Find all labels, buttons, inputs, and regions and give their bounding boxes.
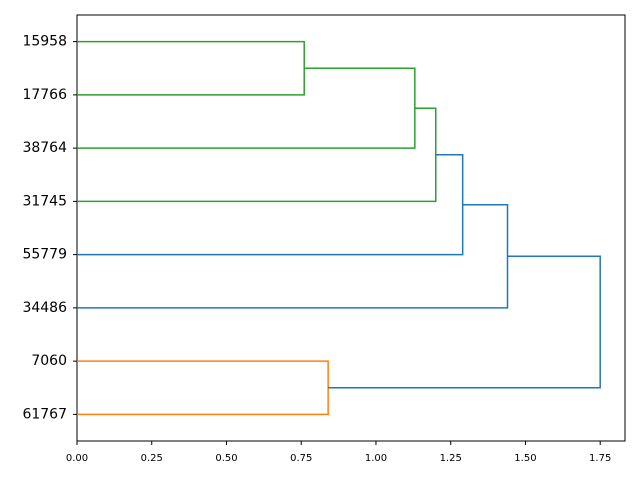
link — [77, 154, 464, 256]
link — [77, 67, 416, 149]
leaf-label: 31745 — [22, 193, 67, 209]
leaf-label: 15958 — [22, 34, 67, 50]
x-tick-label: 1.75 — [589, 453, 611, 464]
x-tick-label: 0.50 — [215, 453, 237, 464]
plot-frame — [76, 14, 626, 442]
leaf-label: 17766 — [22, 87, 67, 103]
leaf-label: 34486 — [22, 300, 67, 316]
x-tick-label: 0.75 — [290, 453, 312, 464]
x-tick-label: 1.25 — [440, 453, 462, 464]
leaf-label: 7060 — [31, 353, 67, 369]
x-tick-label: 0.25 — [141, 453, 163, 464]
x-tick-label: 1.50 — [514, 453, 536, 464]
link — [77, 40, 305, 96]
link — [77, 360, 329, 416]
x-tick-label: 1.00 — [365, 453, 387, 464]
leaf-label: 61767 — [22, 406, 67, 422]
x-tick-label: 0.00 — [66, 453, 88, 464]
leaf-label: 55779 — [22, 247, 67, 263]
leaf-label: 38764 — [22, 140, 67, 156]
link — [328, 255, 601, 389]
link — [77, 203, 509, 309]
link — [77, 107, 437, 203]
